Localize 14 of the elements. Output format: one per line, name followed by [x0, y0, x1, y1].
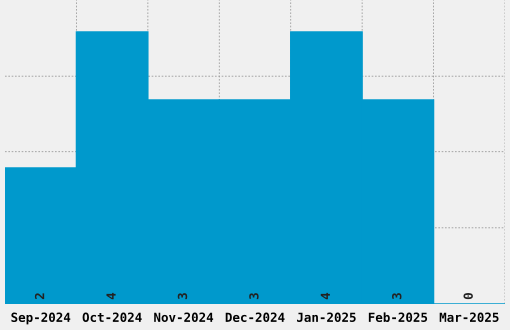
- x-tick-label: Mar-2025: [440, 312, 499, 322]
- data-label: 4: [320, 292, 330, 300]
- data-label: 3: [178, 293, 188, 300]
- x-tick-label: Feb-2025: [368, 312, 428, 322]
- data-label: 2: [34, 293, 44, 300]
- data-label: 4: [106, 292, 116, 300]
- x-tick-label: Oct-2024: [82, 312, 142, 322]
- data-label: 3: [392, 293, 402, 300]
- data-label: 3: [249, 293, 259, 300]
- x-tick-label: Dec-2024: [226, 312, 285, 322]
- data-label: 0: [463, 293, 473, 300]
- x-tick-label: Nov-2024: [154, 312, 214, 322]
- x-tick-label: Jan-2025: [296, 312, 356, 322]
- x-tick-label: Sep-2024: [11, 312, 70, 324]
